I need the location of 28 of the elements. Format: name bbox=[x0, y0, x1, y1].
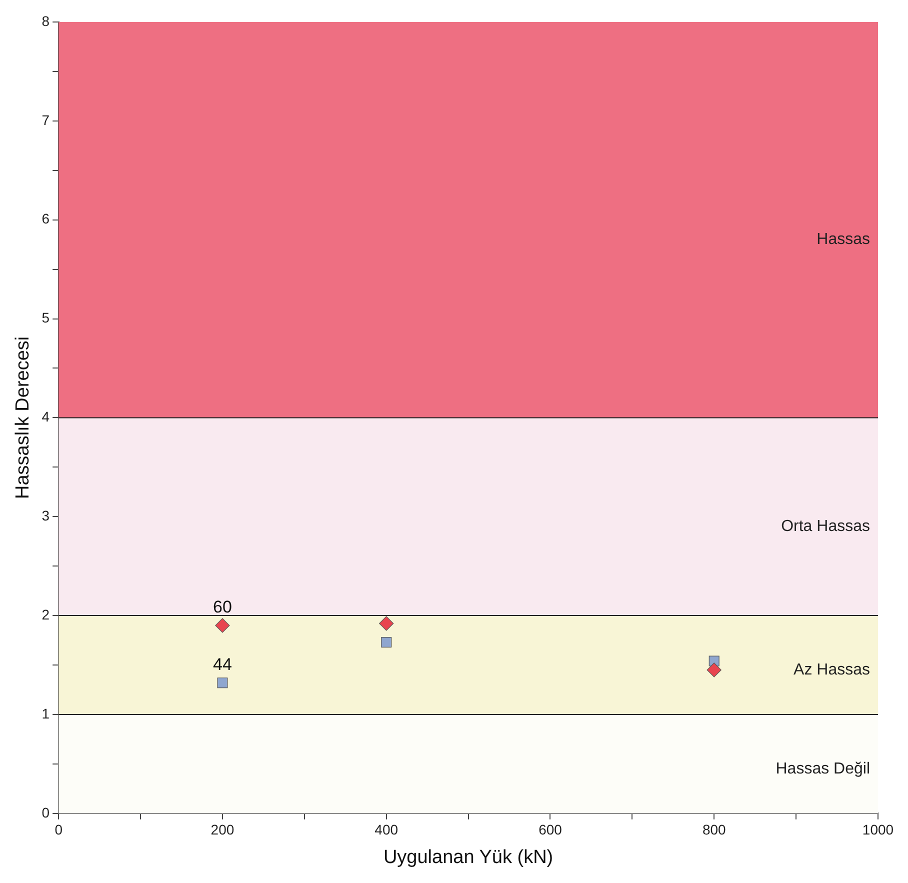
y-tick-label: 4 bbox=[42, 408, 50, 425]
y-tick-label: 7 bbox=[42, 112, 50, 128]
x-tick-label: 1000 bbox=[862, 822, 894, 838]
y-tick-label: 8 bbox=[42, 12, 50, 29]
x-tick-label: 800 bbox=[702, 822, 726, 838]
x-tick-label: 400 bbox=[374, 822, 398, 838]
y-axis-title: Hassaslık Derecesi bbox=[12, 336, 34, 500]
y-tick-label: 2 bbox=[42, 606, 50, 622]
y-tick-label: 3 bbox=[42, 507, 50, 524]
point bbox=[215, 618, 230, 633]
band-label: Az Hassas bbox=[794, 661, 870, 678]
annotation: 44 bbox=[213, 655, 232, 674]
band-label: Hassas bbox=[816, 231, 870, 248]
band-label: Orta Hassas bbox=[781, 518, 870, 535]
x-tick-label: 600 bbox=[538, 822, 562, 838]
point bbox=[217, 678, 228, 688]
annotation: 60 bbox=[213, 598, 232, 617]
y-tick-label: 1 bbox=[42, 705, 50, 722]
x-tick-label: 200 bbox=[210, 822, 234, 838]
x-tick-label: 0 bbox=[54, 822, 63, 838]
y-tick-label: 6 bbox=[42, 210, 50, 227]
y-tick-label: 5 bbox=[42, 310, 50, 326]
y-tick-label: 0 bbox=[42, 804, 50, 820]
point bbox=[706, 662, 722, 678]
band-label: Hassas Değil bbox=[776, 760, 870, 778]
point bbox=[381, 637, 392, 648]
point bbox=[379, 616, 394, 631]
x-axis-title: Uygulanan Yük (kN) bbox=[383, 846, 554, 868]
